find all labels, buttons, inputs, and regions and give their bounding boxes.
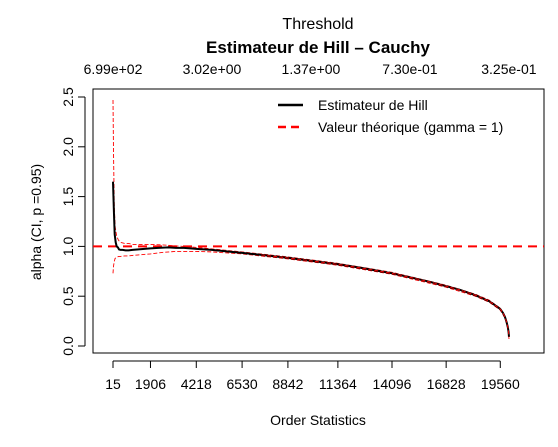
y-axis: 0.0 0.5 1.0 1.5 2.0 2.5 [60, 87, 86, 356]
top-tick-label: 7.30e-01 [382, 61, 437, 77]
chart-title: Estimateur de Hill – Cauchy [206, 38, 430, 57]
hill-estimator-line [112, 181, 510, 338]
x-tick-label: 14096 [373, 376, 412, 392]
top-tick-label: 1.37e+00 [282, 61, 341, 77]
x-tick-label: 8842 [272, 376, 303, 392]
x-tick-label: 19560 [481, 376, 520, 392]
x-tick-label: 6530 [227, 376, 258, 392]
y-axis-label: alpha (CI, p =0.95) [28, 164, 44, 280]
x-tick-label: 16828 [427, 376, 466, 392]
ci-overlap-line [261, 254, 510, 338]
series-layer [93, 99, 544, 340]
x-tick-label: 1906 [135, 376, 166, 392]
y-tick-label: 1.5 [60, 187, 76, 207]
x-axis: 15 1906 4218 6530 8842 11364 14096 16828 19560 [105, 360, 520, 392]
top-tick-label: 3.25e-01 [481, 61, 536, 77]
y-tick-label: 2.5 [60, 87, 76, 107]
legend-label-1: Estimateur de Hill [318, 97, 428, 113]
y-tick-label: 1.0 [60, 236, 76, 256]
x-tick-label: 4218 [181, 376, 212, 392]
ci-upper-line [112, 99, 510, 335]
ci-lower-line [112, 250, 510, 340]
x-tick-label: 11364 [319, 376, 357, 392]
x-axis-label: Order Statistics [270, 412, 366, 428]
legend-label-2: Valeur théorique (gamma = 1) [318, 119, 503, 135]
y-tick-label: 0.5 [60, 286, 76, 306]
top-axis-title: Threshold [282, 16, 353, 33]
plot-frame [92, 88, 545, 354]
y-tick-label: 0.0 [60, 336, 76, 356]
y-tick-label: 2.0 [60, 137, 76, 157]
top-axis-tick-labels: 6.99e+02 3.02e+00 1.37e+00 7.30e-01 3.25e-01 [84, 61, 537, 77]
x-tick-label: 15 [105, 376, 121, 392]
top-tick-label: 6.99e+02 [84, 61, 143, 77]
top-tick-label: 3.02e+00 [183, 61, 242, 77]
legend: Estimateur de Hill Valeur théorique (gamm… [278, 97, 503, 135]
